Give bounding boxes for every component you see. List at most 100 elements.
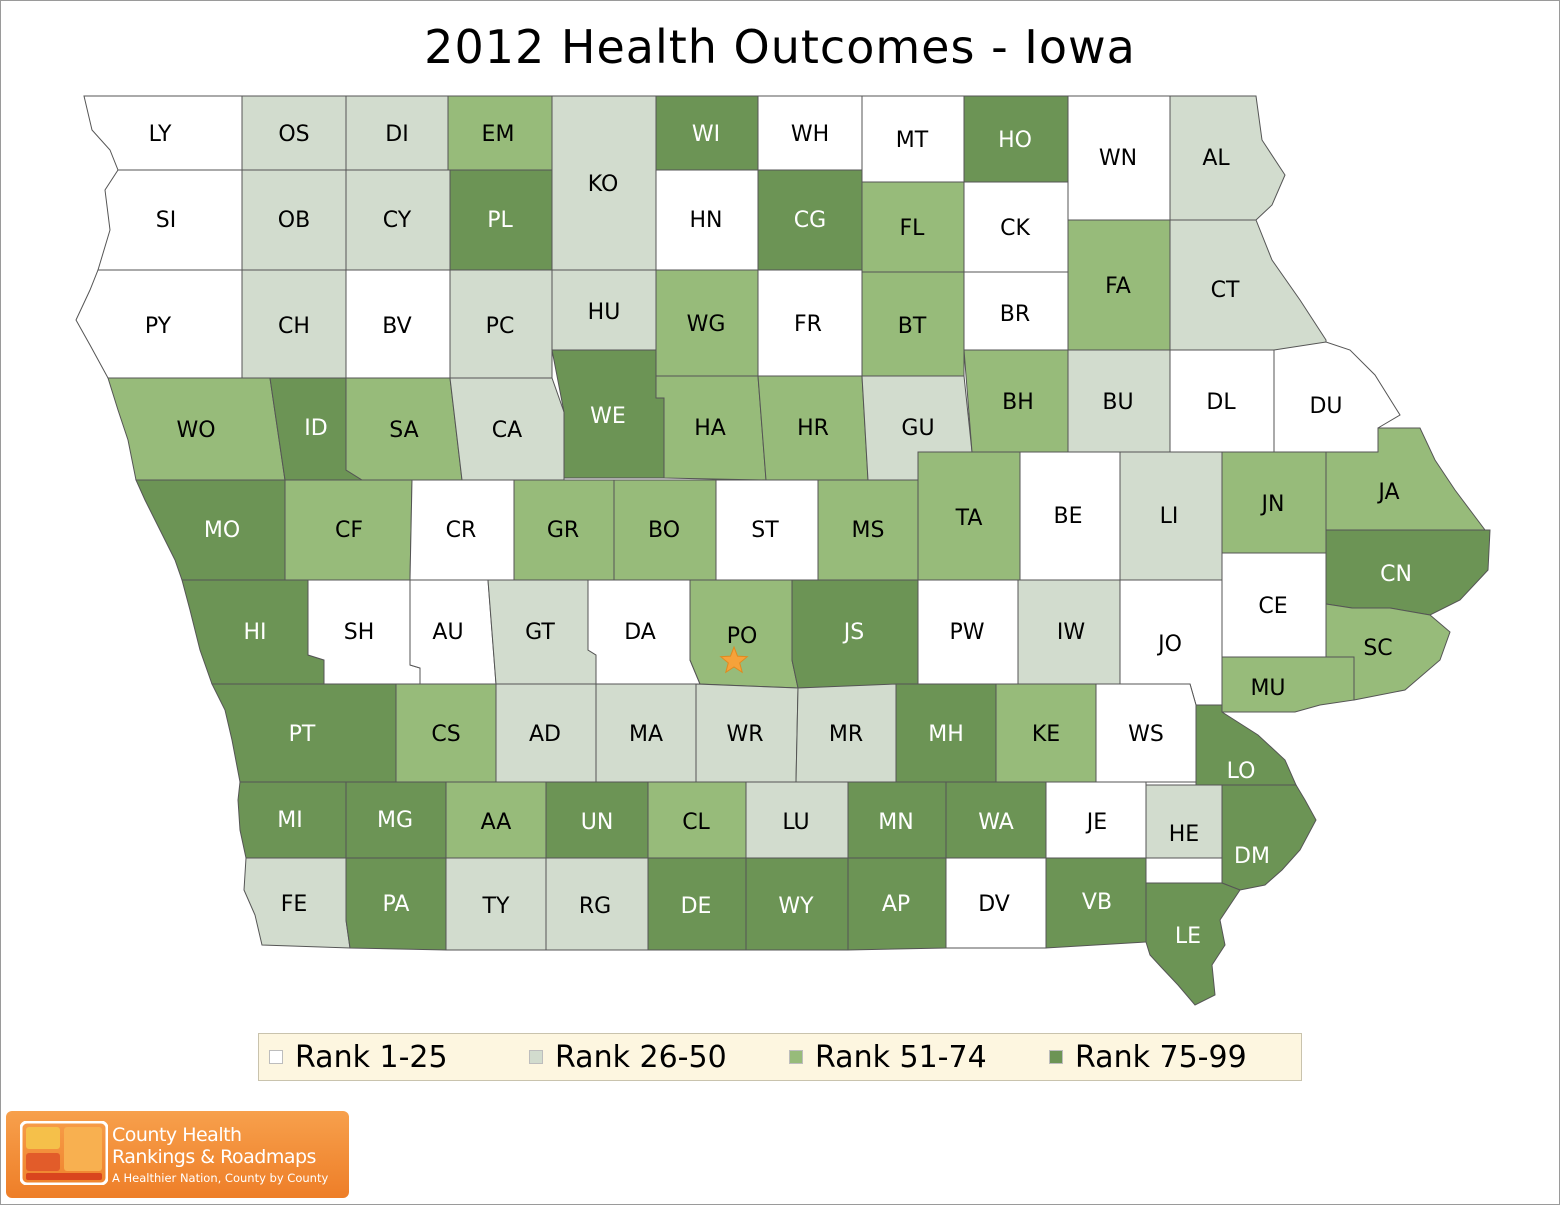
county-label: HO: [998, 128, 1032, 153]
county-label: OS: [278, 122, 309, 147]
county-ct[interactable]: [1169, 219, 1327, 351]
county-label: BV: [382, 314, 411, 339]
county-label: LU: [782, 810, 809, 835]
county-label: TA: [955, 506, 983, 531]
county-label: CA: [492, 418, 522, 443]
legend-label: Rank 75-99: [1075, 1039, 1247, 1075]
legend-item-rank-26-50: Rank 26-50: [519, 1040, 779, 1075]
logo-tagline: A Healthier Nation, County by County: [112, 1171, 329, 1185]
county-label: CE: [1258, 594, 1287, 619]
county-label: SA: [389, 418, 418, 443]
legend-label: Rank 51-74: [815, 1039, 987, 1075]
county-label: FL: [900, 216, 926, 241]
county-label: LE: [1175, 924, 1201, 949]
logo-text-line1: County Health: [112, 1124, 242, 1146]
county-label: MO: [204, 518, 240, 543]
county-label: BE: [1054, 504, 1083, 529]
logo-grid-icon: [20, 1121, 108, 1185]
county-label: HU: [588, 300, 621, 325]
county-label: WS: [1128, 722, 1164, 747]
legend-label: Rank 1-25: [295, 1039, 448, 1075]
legend-item-rank-1-25: Rank 1-25: [259, 1040, 519, 1075]
county-label: WH: [791, 122, 829, 147]
county-label: AL: [1202, 146, 1230, 171]
county-mu[interactable]: [1221, 656, 1355, 713]
legend-swatch: [269, 1050, 283, 1064]
map-title: 2012 Health Outcomes - Iowa: [424, 20, 1136, 74]
county-label: JA: [1376, 480, 1399, 505]
county-label: PA: [383, 892, 410, 917]
county-label: JE: [1085, 810, 1107, 835]
county-label: SH: [344, 620, 375, 645]
legend: Rank 1-25 Rank 26-50 Rank 51-74 Rank 75-…: [258, 1033, 1302, 1081]
county-label: HA: [694, 416, 726, 441]
county-label: EM: [482, 122, 515, 147]
county-label: BU: [1102, 390, 1133, 415]
county-label: LI: [1160, 504, 1179, 529]
county-label: MU: [1250, 676, 1285, 701]
county-label: GT: [525, 620, 555, 645]
county-label: GU: [901, 416, 934, 441]
county-label: PL: [487, 208, 513, 233]
county-label: GR: [547, 518, 579, 543]
county-label: AP: [882, 892, 910, 917]
county-label: TY: [482, 894, 510, 919]
county-label: FE: [281, 892, 308, 917]
county-label: DI: [385, 122, 408, 147]
county-label: DM: [1234, 844, 1270, 869]
county-label: HN: [690, 208, 723, 233]
county-label: DU: [1309, 394, 1342, 419]
county-label: MR: [829, 722, 863, 747]
county-label: MN: [878, 810, 913, 835]
county-label: WY: [778, 894, 814, 919]
county-label: WA: [978, 810, 1014, 835]
county-label: WR: [726, 722, 763, 747]
county-label: WI: [692, 122, 720, 147]
legend-swatch: [1049, 1050, 1063, 1064]
county-label: HE: [1169, 822, 1199, 847]
county-label: JS: [842, 620, 864, 645]
county-label: VB: [1082, 890, 1112, 915]
county-label: DV: [978, 892, 1010, 917]
legend-swatch: [529, 1050, 543, 1064]
county-label: KO: [588, 172, 619, 197]
county-label: MT: [896, 128, 929, 153]
county-pa[interactable]: [345, 857, 447, 951]
county-label: DA: [624, 620, 656, 645]
county-health-rankings-logo[interactable]: County Health Rankings & Roadmaps A Heal…: [6, 1111, 349, 1198]
county-label: CN: [1380, 562, 1412, 587]
county-label: WO: [176, 418, 215, 443]
county-label: JO: [1156, 632, 1182, 657]
county-label: HI: [243, 620, 266, 645]
county-label: CG: [794, 208, 826, 233]
county-label: OB: [278, 208, 310, 233]
county-label: CT: [1211, 278, 1240, 303]
legend-item-rank-75-99: Rank 75-99: [1039, 1040, 1299, 1075]
county-label: ST: [751, 518, 779, 543]
county-dm[interactable]: [1221, 784, 1317, 891]
county-label: WE: [590, 404, 626, 429]
county-le[interactable]: [1145, 858, 1241, 1006]
county-label: PT: [289, 722, 316, 747]
county-label: PW: [949, 620, 984, 645]
county-label: JN: [1260, 492, 1285, 517]
county-label: CH: [278, 314, 310, 339]
county-label: FR: [794, 312, 822, 337]
legend-swatch: [789, 1050, 803, 1064]
county-label: LY: [149, 122, 172, 147]
county-label: CR: [446, 518, 477, 543]
county-label: CL: [682, 810, 710, 835]
county-label: MI: [277, 808, 302, 833]
county-label: KE: [1032, 722, 1060, 747]
county-label: FA: [1105, 274, 1131, 299]
county-label: LO: [1227, 759, 1256, 784]
county-label: AU: [432, 620, 463, 645]
county-label: WG: [687, 312, 726, 337]
county-label: MS: [852, 518, 885, 543]
county-label: BR: [1000, 302, 1030, 327]
county-label: CS: [431, 722, 460, 747]
county-label: BO: [648, 518, 680, 543]
county-label: CK: [1000, 216, 1030, 241]
county-label: DE: [681, 894, 712, 919]
